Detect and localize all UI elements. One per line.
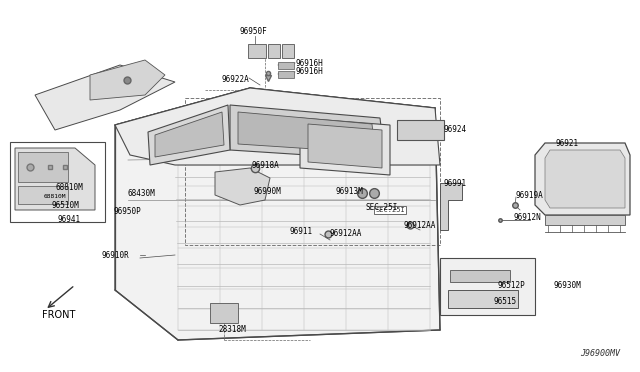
Text: 28318M: 28318M xyxy=(218,326,246,334)
Text: 96916H: 96916H xyxy=(295,58,323,67)
Bar xyxy=(282,44,294,58)
Bar xyxy=(18,152,68,182)
Polygon shape xyxy=(230,105,385,160)
Bar xyxy=(278,62,294,69)
Text: 96922A: 96922A xyxy=(222,74,250,83)
Polygon shape xyxy=(545,215,625,225)
Text: 96930M: 96930M xyxy=(553,280,580,289)
Text: 96512P: 96512P xyxy=(497,280,525,289)
Bar xyxy=(397,120,444,140)
Text: 96911: 96911 xyxy=(289,227,312,235)
Text: 68430M: 68430M xyxy=(128,189,156,199)
Text: 96924: 96924 xyxy=(443,125,466,135)
Polygon shape xyxy=(238,112,375,153)
Text: 96921: 96921 xyxy=(555,138,578,148)
Bar xyxy=(268,44,280,58)
Polygon shape xyxy=(440,183,462,230)
Bar xyxy=(10,142,105,222)
Bar xyxy=(448,290,518,308)
Text: J96900MV: J96900MV xyxy=(580,349,620,358)
Text: 96912AA: 96912AA xyxy=(330,230,362,238)
Text: 96950F: 96950F xyxy=(240,28,268,36)
Bar xyxy=(450,270,510,282)
Polygon shape xyxy=(545,150,625,208)
Text: 96910R: 96910R xyxy=(101,250,129,260)
Bar xyxy=(278,71,294,78)
Bar xyxy=(248,44,266,58)
Text: 96991: 96991 xyxy=(443,179,466,187)
Text: 96510M: 96510M xyxy=(52,201,80,209)
Text: FRONT: FRONT xyxy=(42,310,76,320)
Text: 96916H: 96916H xyxy=(295,67,323,77)
Text: 68810M: 68810M xyxy=(55,183,83,192)
Polygon shape xyxy=(35,65,175,130)
Polygon shape xyxy=(300,118,390,175)
Polygon shape xyxy=(90,60,165,100)
Text: 96941: 96941 xyxy=(57,215,80,224)
Polygon shape xyxy=(115,88,440,340)
Text: 96950P: 96950P xyxy=(114,206,141,215)
Text: 96912AA: 96912AA xyxy=(403,221,435,230)
Text: 96990M: 96990M xyxy=(253,187,281,196)
Text: 96515: 96515 xyxy=(494,298,517,307)
Text: 96918A: 96918A xyxy=(252,160,280,170)
Polygon shape xyxy=(155,112,224,157)
Polygon shape xyxy=(308,124,382,168)
Polygon shape xyxy=(115,88,440,165)
Polygon shape xyxy=(15,148,95,210)
Polygon shape xyxy=(148,105,230,165)
Text: SEC.25I: SEC.25I xyxy=(365,202,397,212)
Text: SEC.25I: SEC.25I xyxy=(375,207,404,213)
Text: 96919A: 96919A xyxy=(516,190,544,199)
Text: 96912N: 96912N xyxy=(513,214,541,222)
Polygon shape xyxy=(535,143,630,215)
Bar xyxy=(18,186,68,204)
Polygon shape xyxy=(215,168,270,205)
Text: 96913M: 96913M xyxy=(335,187,363,196)
Polygon shape xyxy=(440,258,535,315)
Text: 68810M: 68810M xyxy=(44,193,67,199)
Bar xyxy=(210,303,238,323)
